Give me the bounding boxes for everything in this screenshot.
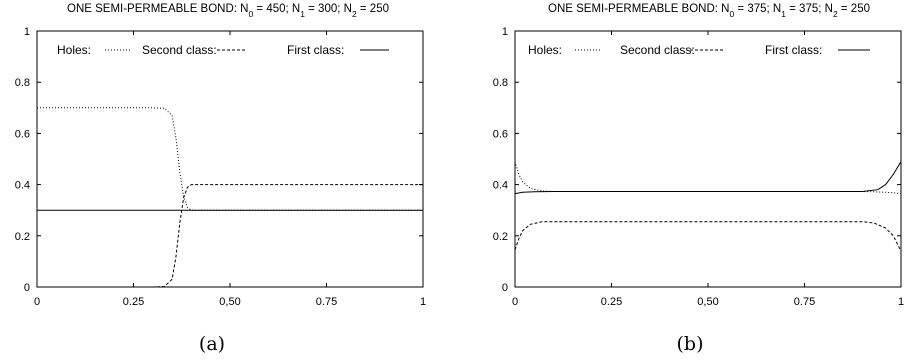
y-tick-label: 0.6 (493, 128, 508, 140)
title-prefix: ONE SEMI-PERMEABLE BOND: N (548, 3, 729, 15)
y-tick-label: 0.8 (493, 77, 508, 89)
y-tick-label: 0.2 (15, 231, 30, 243)
series-line-second-class (37, 184, 423, 288)
x-tick-label: 0.25 (601, 296, 622, 308)
title-n0-sub: 0 (248, 9, 253, 19)
y-tick-label: 0.4 (15, 180, 30, 192)
y-tick-label: 0.6 (15, 128, 30, 140)
title-n0-sub: 0 (729, 9, 734, 19)
series-line-first-class (514, 161, 902, 195)
panel-caption: (b) (677, 333, 704, 355)
chart-title: ONE SEMI-PERMEABLE BOND: N0 = 450; N1 = … (67, 3, 389, 19)
series-line-holes (514, 161, 902, 195)
legend-label: Second class: (620, 43, 695, 57)
x-tick-label: 0.25 (123, 296, 144, 308)
x-tick-label: 0,50 (219, 296, 240, 308)
legend-label: First class: (765, 43, 822, 57)
legend-label: Holes: (528, 43, 562, 57)
title-prefix: ONE SEMI-PERMEABLE BOND: N (67, 3, 248, 15)
title-n1-val: = 300; N (305, 3, 352, 15)
chart-panel-a: ONE SEMI-PERMEABLE BOND: N0 = 450; N1 = … (15, 3, 426, 355)
y-tick-label: 0 (502, 282, 508, 294)
series-line-second-class (514, 221, 902, 252)
legend-label: Second class: (142, 43, 217, 57)
x-tick-label: 0 (512, 296, 518, 308)
x-tick-label: 1 (420, 296, 426, 308)
plot-frame (514, 30, 902, 288)
title-n2-val: = 250 (357, 3, 389, 15)
title-n1-sub: 1 (300, 9, 305, 19)
title-n2-val: = 250 (838, 3, 870, 15)
y-tick-label: 0.4 (493, 180, 508, 192)
title-n1-val: = 375; N (786, 3, 833, 15)
plot-frame (36, 30, 424, 288)
y-tick-label: 1 (24, 26, 30, 38)
series-line-holes (37, 107, 423, 211)
y-tick-label: 0.2 (493, 231, 508, 243)
panel-caption: (a) (199, 333, 225, 355)
x-tick-label: 0.75 (316, 296, 337, 308)
x-tick-label: 0 (34, 296, 40, 308)
title-n1-sub: 1 (781, 9, 786, 19)
y-tick-label: 0.8 (15, 77, 30, 89)
title-n2-sub: 2 (352, 9, 357, 19)
title-n0-val: = 450; N (253, 3, 300, 15)
x-tick-label: 0.75 (794, 296, 815, 308)
y-tick-label: 0 (24, 282, 30, 294)
legend-label: First class: (287, 43, 344, 57)
title-n2-sub: 2 (833, 9, 838, 19)
chart-title: ONE SEMI-PERMEABLE BOND: N0 = 375; N1 = … (548, 3, 870, 19)
x-tick-label: 0,50 (697, 296, 718, 308)
title-n0-val: = 375; N (734, 3, 781, 15)
legend-label: Holes: (57, 43, 91, 57)
x-tick-label: 1 (898, 296, 904, 308)
y-tick-label: 1 (502, 26, 508, 38)
chart-panel-b: ONE SEMI-PERMEABLE BOND: N0 = 375; N1 = … (493, 3, 904, 355)
